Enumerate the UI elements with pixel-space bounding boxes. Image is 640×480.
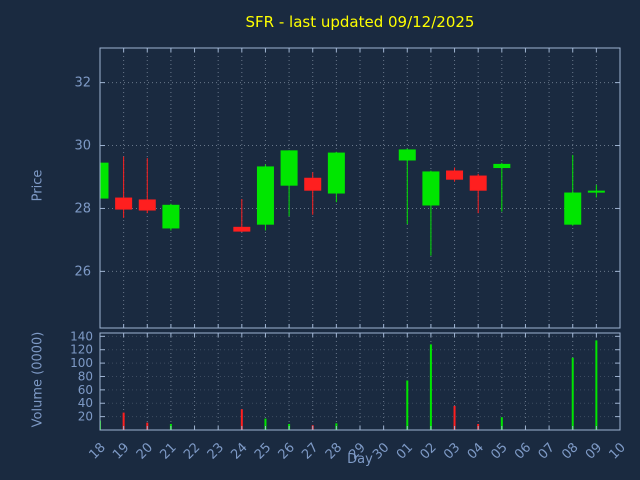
- candle-body: [469, 175, 487, 191]
- volume-tick-label: 140: [70, 329, 93, 343]
- x-tick-label: 10: [607, 440, 629, 462]
- volume-tick-label: 100: [70, 356, 93, 370]
- x-tick-label: 21: [157, 440, 179, 462]
- x-axis-label: Day: [347, 452, 373, 467]
- x-tick-label: 01: [394, 440, 416, 462]
- candle-body: [280, 150, 298, 186]
- candlestick-series: [100, 148, 605, 256]
- x-tick-label: 27: [299, 440, 321, 462]
- x-tick-label: 19: [110, 440, 132, 462]
- x-tick-label: 20: [134, 440, 156, 462]
- x-tick-label: 05: [488, 440, 510, 462]
- x-tick-label: 04: [465, 440, 487, 462]
- candle-body: [564, 192, 582, 225]
- chart-title: SFR - last updated 09/12/2025: [245, 13, 475, 31]
- x-tick-label: 22: [181, 440, 203, 462]
- x-tick-label: 25: [252, 440, 274, 462]
- x-tick-label: 03: [441, 440, 463, 462]
- price-tick-label: 32: [74, 76, 91, 91]
- candle-body: [422, 171, 440, 206]
- candle-body: [446, 170, 464, 180]
- candle-body: [587, 190, 605, 193]
- x-tick-label: 23: [205, 440, 227, 462]
- candle-body: [256, 166, 274, 225]
- volume-tick-label: 120: [70, 343, 93, 357]
- volume-tick-label: 40: [78, 396, 93, 410]
- volume-tick-label: 20: [78, 410, 93, 424]
- price-tick-label: 30: [74, 139, 91, 154]
- candle-body: [304, 177, 322, 191]
- price-tick-label: 26: [74, 264, 91, 279]
- volume-tick-label: 60: [78, 383, 93, 397]
- candle-body: [138, 199, 156, 211]
- candle-body: [233, 226, 251, 232]
- x-tick-label: 30: [370, 440, 392, 462]
- candle-body: [493, 163, 511, 169]
- x-tick-label: 09: [583, 440, 605, 462]
- x-tick-label: 08: [559, 440, 581, 462]
- x-tick-label: 02: [417, 440, 439, 462]
- x-tick-label: 28: [323, 440, 345, 462]
- x-tick-label: 26: [276, 440, 298, 462]
- candle-body: [398, 149, 416, 161]
- x-tick-label: 18: [87, 440, 109, 462]
- price-tick-label: 28: [74, 201, 91, 216]
- candle-body: [327, 152, 345, 194]
- candle-body: [162, 204, 180, 229]
- x-tick-label: 06: [512, 440, 534, 462]
- candle-body: [115, 197, 133, 210]
- x-tick-label: 24: [228, 440, 250, 462]
- x-tick-label: 07: [536, 440, 558, 462]
- candle-body: [100, 162, 109, 199]
- x-tick-label: 29: [347, 440, 369, 462]
- volume-tick-label: 80: [78, 369, 93, 383]
